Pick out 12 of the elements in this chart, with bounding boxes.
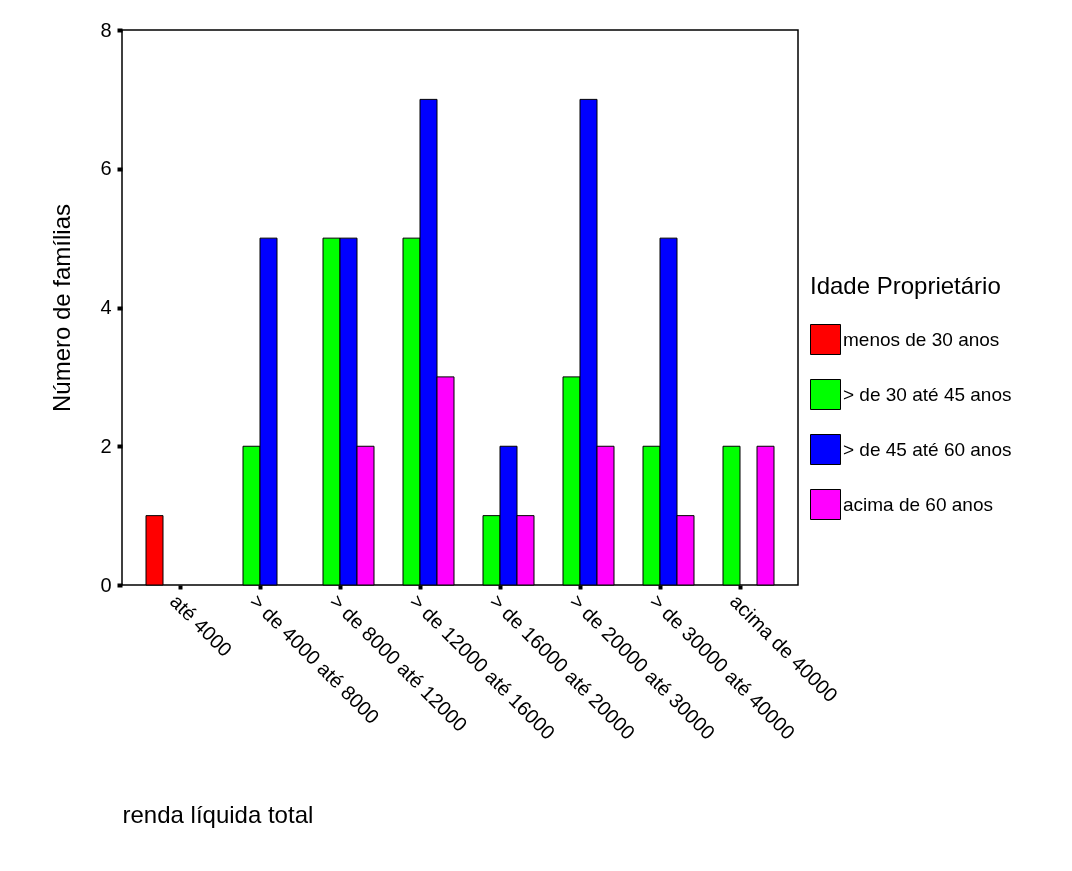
- y-tick-label: 8: [100, 18, 112, 41]
- x-axis-title: renda líquida total: [122, 800, 314, 828]
- y-tick-label: 2: [100, 434, 112, 457]
- y-axis-title: Número de famílias: [48, 203, 76, 413]
- y-tick-label: 4: [100, 296, 112, 318]
- legend-label: acima de 60 anos: [843, 493, 993, 515]
- y-tick-label: 6: [100, 157, 112, 180]
- legend-label: > de 45 até 60 anos: [843, 438, 1012, 460]
- legend-label: > de 30 até 45 anos: [843, 383, 1012, 405]
- legend-label: menos de 30 anos: [843, 328, 1000, 350]
- y-tick-label: 0: [100, 573, 112, 596]
- legend-title: Idade Proprietário: [810, 272, 1001, 299]
